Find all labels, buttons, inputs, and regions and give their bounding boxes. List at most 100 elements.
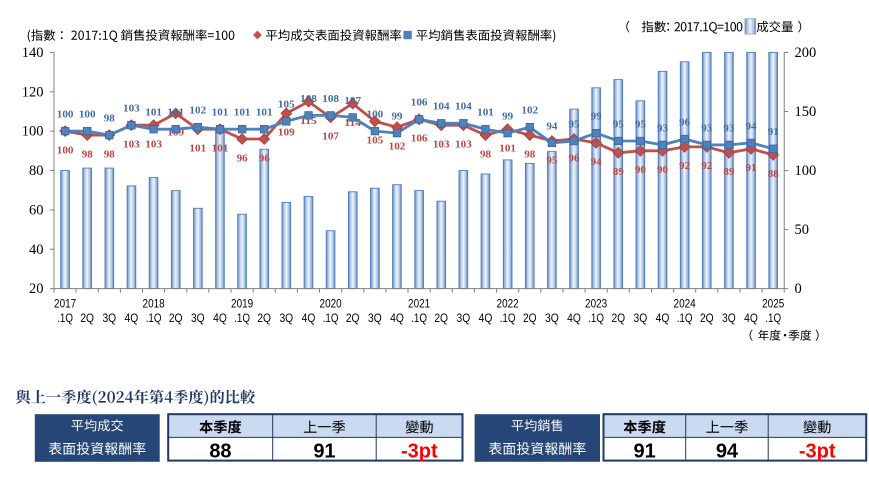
svg-text:95: 95 (546, 154, 558, 166)
svg-text:103: 103 (455, 139, 472, 151)
svg-text:60: 60 (29, 203, 44, 219)
svg-text:.1Q: .1Q (500, 311, 516, 325)
svg-text:2018: 2018 (143, 297, 165, 311)
svg-text:95: 95 (569, 118, 581, 130)
svg-text:108: 108 (322, 93, 339, 105)
svg-text:99: 99 (392, 111, 404, 123)
svg-text:.1Q: .1Q (323, 311, 339, 325)
svg-text:103: 103 (123, 103, 140, 115)
svg-text:96: 96 (259, 152, 271, 164)
svg-text:3Q: 3Q (634, 311, 648, 325)
svg-text:99: 99 (502, 111, 514, 123)
svg-text:3Q: 3Q (279, 311, 293, 325)
svg-text:.1Q: .1Q (765, 311, 781, 325)
svg-text:103: 103 (145, 139, 162, 151)
svg-text:92: 92 (679, 160, 691, 172)
svg-text:95: 95 (613, 118, 625, 130)
svg-text:4Q: 4Q (567, 311, 581, 325)
svg-text:2017: 2017 (54, 297, 76, 311)
svg-text:92: 92 (701, 160, 713, 172)
svg-text:50: 50 (795, 222, 810, 238)
svg-text:200: 200 (795, 45, 817, 61)
svg-text:91: 91 (313, 441, 335, 463)
svg-text:20: 20 (29, 281, 44, 297)
svg-text:114: 114 (344, 117, 361, 129)
svg-text:101: 101 (477, 107, 494, 119)
svg-text:3Q: 3Q (722, 311, 736, 325)
svg-text:98: 98 (524, 148, 536, 160)
svg-text:.1Q: .1Q (146, 311, 162, 325)
svg-text:140: 140 (22, 45, 44, 61)
svg-text:94: 94 (546, 120, 558, 132)
svg-text:4Q: 4Q (213, 311, 227, 325)
svg-text:4Q: 4Q (656, 311, 670, 325)
svg-text:100: 100 (79, 109, 96, 121)
svg-text:2Q: 2Q (257, 311, 271, 325)
svg-text:4Q: 4Q (744, 311, 758, 325)
svg-text:98: 98 (480, 148, 492, 160)
svg-text:3Q: 3Q (102, 311, 116, 325)
svg-text:94: 94 (591, 156, 603, 168)
svg-text:3Q: 3Q (368, 311, 382, 325)
svg-text:105: 105 (278, 99, 295, 111)
svg-text:109: 109 (278, 127, 295, 139)
svg-text:2Q: 2Q (169, 311, 183, 325)
svg-text:101: 101 (256, 107, 273, 119)
svg-text:101: 101 (167, 107, 184, 119)
svg-text:150: 150 (795, 104, 817, 120)
svg-text:93: 93 (657, 122, 669, 134)
svg-text:40: 40 (29, 242, 44, 258)
svg-text:100: 100 (22, 124, 44, 140)
svg-text:100: 100 (57, 144, 74, 156)
svg-text:101: 101 (212, 143, 229, 155)
svg-text:2021: 2021 (408, 297, 430, 311)
svg-text:106: 106 (411, 133, 428, 145)
svg-text:.1Q: .1Q (677, 311, 693, 325)
svg-text:2Q: 2Q (700, 311, 714, 325)
svg-text:106: 106 (411, 97, 428, 109)
svg-text:2Q: 2Q (611, 311, 625, 325)
svg-text:.1Q: .1Q (411, 311, 427, 325)
svg-text:89: 89 (613, 166, 625, 178)
svg-text:99: 99 (591, 111, 603, 123)
svg-text:80: 80 (29, 163, 44, 179)
svg-text:0: 0 (795, 281, 802, 297)
svg-text:102: 102 (389, 141, 406, 153)
svg-text:2Q: 2Q (80, 311, 94, 325)
svg-text:120: 120 (22, 84, 44, 100)
svg-text:-3pt: -3pt (799, 441, 836, 463)
svg-text:.1Q: .1Q (588, 311, 604, 325)
svg-text:4Q: 4Q (125, 311, 139, 325)
svg-text:101: 101 (499, 143, 516, 155)
svg-text:93: 93 (723, 122, 735, 134)
svg-text:.1Q: .1Q (234, 311, 250, 325)
svg-text:104: 104 (433, 101, 450, 113)
svg-text:2025: 2025 (762, 297, 784, 311)
svg-text:3Q: 3Q (457, 311, 471, 325)
svg-text:2022: 2022 (497, 297, 519, 311)
svg-text:2020: 2020 (320, 297, 342, 311)
svg-text:89: 89 (723, 166, 735, 178)
svg-text:98: 98 (104, 113, 116, 125)
svg-text:3Q: 3Q (191, 311, 205, 325)
svg-text:100: 100 (795, 163, 817, 179)
svg-text:101: 101 (189, 143, 206, 155)
svg-text:4Q: 4Q (479, 311, 493, 325)
svg-text:90: 90 (657, 164, 669, 176)
svg-text:90: 90 (635, 164, 647, 176)
svg-text:107: 107 (322, 131, 339, 143)
svg-text:96: 96 (679, 116, 691, 128)
svg-text:104: 104 (455, 101, 472, 113)
svg-text:98: 98 (82, 148, 94, 160)
svg-text:91: 91 (768, 126, 779, 138)
svg-text:2Q: 2Q (523, 311, 537, 325)
svg-text:2019: 2019 (231, 297, 253, 311)
svg-text:91: 91 (633, 441, 655, 463)
svg-text:103: 103 (433, 139, 450, 151)
svg-text:2Q: 2Q (434, 311, 448, 325)
svg-text:103: 103 (123, 139, 140, 151)
svg-text:105: 105 (367, 135, 384, 147)
svg-text:98: 98 (104, 148, 116, 160)
svg-text:95: 95 (635, 118, 647, 130)
svg-text:107: 107 (344, 95, 361, 107)
